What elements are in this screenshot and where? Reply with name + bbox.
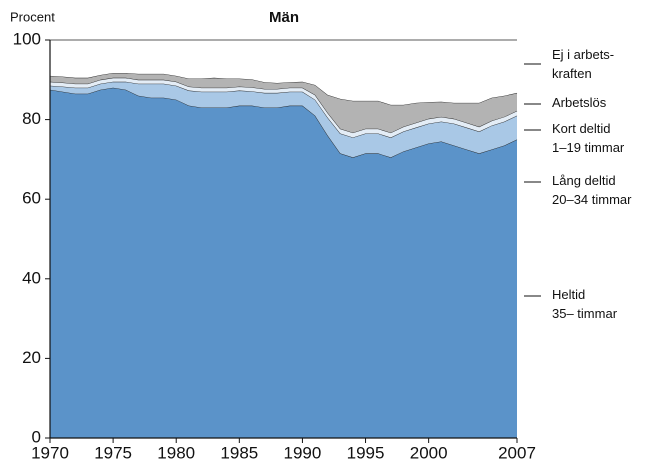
x-tick-label: 2007	[498, 443, 536, 462]
area	[50, 81, 517, 158]
x-tick-label: 1970	[31, 443, 69, 462]
x-tick-label: 1975	[94, 443, 132, 462]
legend-label: Arbetslös	[552, 95, 607, 110]
area	[50, 77, 517, 138]
x-tick-label: 1995	[347, 443, 385, 462]
y-tick-label: 60	[22, 189, 41, 208]
y-tick-label: 0	[32, 427, 41, 446]
legend-label: Ej i arbets-kraften	[552, 47, 614, 81]
legend-label: Heltid 35– timmar	[552, 287, 618, 321]
y-axis-label: Procent	[10, 9, 55, 24]
x-tick-label: 1980	[157, 443, 195, 462]
y-tick-label: 20	[22, 348, 41, 367]
chart-title: Män	[269, 9, 299, 26]
legend-label: Kort deltid 1–19 timmar	[552, 121, 625, 155]
area	[50, 87, 517, 438]
legend-label: Lång deltid 20–34 timmar	[552, 173, 632, 207]
y-tick-label: 80	[22, 109, 41, 128]
x-tick-label: 1990	[284, 443, 322, 462]
x-tick-label: 2000	[410, 443, 448, 462]
area	[50, 40, 517, 105]
y-tick-label: 100	[13, 29, 41, 48]
area	[50, 73, 517, 133]
x-tick-label: 1985	[220, 443, 258, 462]
y-tick-label: 40	[22, 268, 41, 287]
